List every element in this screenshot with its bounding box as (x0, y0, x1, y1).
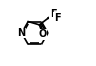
Text: F: F (50, 9, 57, 19)
Text: O: O (39, 29, 47, 39)
Text: F: F (54, 13, 61, 23)
Text: N: N (18, 28, 26, 38)
